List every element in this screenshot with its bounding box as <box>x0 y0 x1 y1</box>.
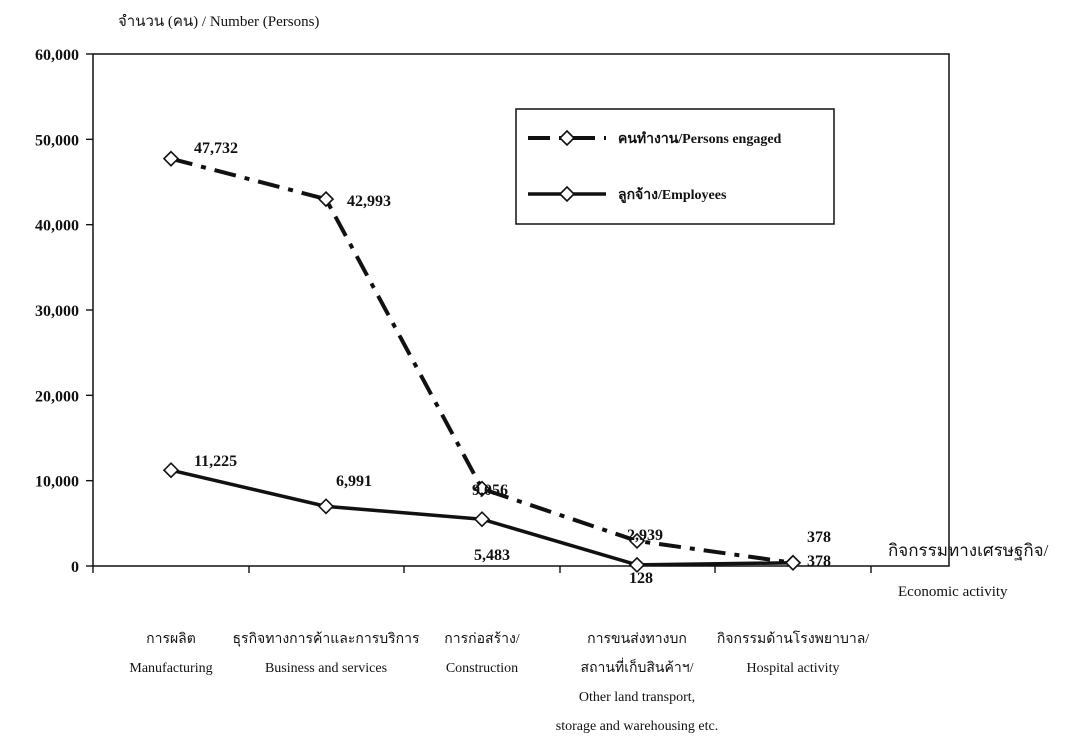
series-line-persons-engaged <box>170 156 794 565</box>
legend: คนทำงาน/Persons engaged ลูกจ้าง/Employees <box>515 108 835 225</box>
data-label-employees: 5,483 <box>474 547 510 564</box>
data-point-employees <box>628 556 646 574</box>
legend-marker <box>558 185 576 203</box>
data-point-persons-engaged <box>473 480 491 497</box>
x-category-label: ธุรกิจทางการค้าและการบริการ <box>233 631 420 647</box>
data-point-persons-engaged <box>317 190 335 208</box>
x-category-label: การขนส่งทางบก <box>587 632 687 647</box>
x-category-label: Construction <box>446 661 518 676</box>
data-label-persons-engaged: 42,993 <box>347 193 391 210</box>
data-label-persons-engaged: 2,939 <box>627 527 663 544</box>
y-tick-label: 40,000 <box>35 218 79 235</box>
data-label-employees: 6,991 <box>336 473 372 490</box>
x-category-label: การผลิต <box>146 632 196 647</box>
x-axis-title: กิจกรรมทางเศรษฐกิจ/ <box>888 541 1049 561</box>
y-tick-label: 20,000 <box>35 388 79 405</box>
legend-box <box>515 108 835 225</box>
legend-marker <box>558 129 576 147</box>
data-label-employees: 378 <box>807 553 831 570</box>
legend-label: ลูกจ้าง/Employees <box>618 187 727 203</box>
data-point-employees <box>473 511 491 528</box>
legend-label: คนทำงาน/Persons engaged <box>618 131 782 147</box>
x-category-label: Manufacturing <box>129 661 212 676</box>
x-category-label: Other land transport, <box>579 690 695 705</box>
y-tick-label: 50,000 <box>35 132 79 149</box>
x-category-label: การก่อสร้าง/ <box>444 631 520 647</box>
x-axis-title: Economic activity <box>898 584 1008 600</box>
data-label-persons-engaged: 9,056 <box>472 482 508 499</box>
data-label-employees: 128 <box>629 570 653 587</box>
data-point-employees <box>162 462 180 479</box>
x-category-label: Hospital activity <box>747 661 840 676</box>
y-axis-title: จำนวน (คน) / Number (Persons) <box>118 13 319 30</box>
data-label-persons-engaged: 47,732 <box>194 140 238 157</box>
y-tick-label: 10,000 <box>35 474 79 491</box>
x-category-label: กิจกรรมด้านโรงพยาบาล/ <box>717 630 869 647</box>
data-point-persons-engaged <box>162 150 180 167</box>
data-point-employees <box>317 498 335 515</box>
y-tick-label: 60,000 <box>35 47 79 64</box>
x-category-label: Business and services <box>265 661 387 676</box>
data-point-employees <box>784 554 802 571</box>
data-label-persons-engaged: 378 <box>807 529 831 546</box>
y-tick-label: 0 <box>71 559 79 576</box>
x-category-label: storage and warehousing etc. <box>556 719 719 734</box>
data-label-employees: 11,225 <box>194 453 237 470</box>
x-category-label: สถานที่เก็บสินค้าฯ/ <box>581 658 694 676</box>
y-tick-label: 30,000 <box>35 303 79 320</box>
data-point-persons-engaged <box>628 532 646 550</box>
